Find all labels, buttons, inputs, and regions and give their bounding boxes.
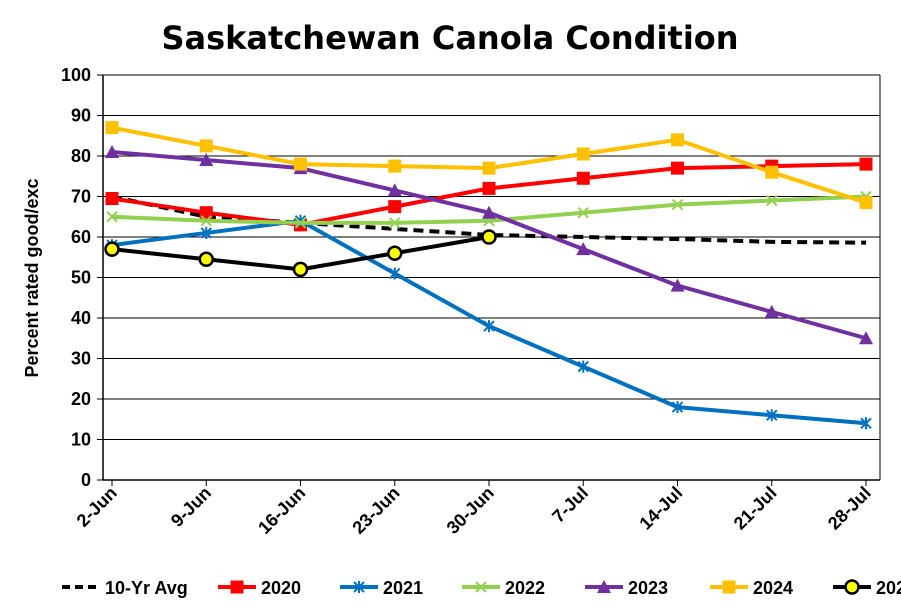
data-point-2020	[576, 171, 590, 185]
legend-entry-2025: 2025	[833, 578, 901, 598]
data-point-2022	[766, 194, 778, 207]
data-point-2024	[765, 165, 779, 179]
data-point-2024	[576, 147, 590, 161]
y-tick-label: 30	[71, 349, 91, 369]
data-point-2021	[389, 267, 401, 280]
data-point-2023	[105, 144, 119, 158]
data-point-2020	[388, 200, 402, 214]
y-tick-label: 20	[71, 389, 91, 409]
y-tick-label: 70	[71, 187, 91, 207]
data-point-2020	[859, 157, 873, 171]
x-tick-label: 16-Jun	[254, 483, 309, 538]
legend-marker	[597, 580, 611, 593]
legend-entry-2024: 2024	[710, 578, 793, 598]
data-point-2024	[199, 139, 213, 153]
legend-entry-10-yr-avg: 10-Yr Avg	[62, 578, 188, 598]
data-point-2022	[294, 217, 307, 229]
data-point-2025	[104, 241, 120, 257]
data-point-2025	[481, 229, 497, 245]
data-point-2023	[576, 242, 591, 256]
series-line-10-yr-avg	[111, 194, 867, 245]
legend-marker	[722, 580, 736, 594]
y-axis-label: Percent rated good/exc	[22, 178, 42, 377]
y-tick-label: 60	[71, 227, 91, 247]
x-tick-label: 28-Jul	[824, 483, 875, 534]
legend-entry-2020: 2020	[218, 578, 301, 598]
data-point-2024	[105, 121, 119, 135]
data-point-2020	[671, 161, 684, 175]
legend-label: 2020	[261, 578, 301, 598]
data-point-2023	[764, 304, 779, 318]
legend-marker	[230, 580, 244, 594]
x-tick-label: 30-Jun	[443, 483, 498, 538]
data-point-2024	[482, 161, 496, 175]
data-point-2023	[387, 183, 402, 197]
y-tick-label: 40	[71, 308, 91, 328]
y-tick-label: 50	[71, 268, 91, 288]
legend-label: 2025	[876, 578, 901, 598]
data-point-2024	[671, 133, 684, 147]
y-tick-label: 0	[81, 470, 91, 490]
data-point-2025	[198, 251, 214, 268]
x-tick-label: 7-Jul	[548, 483, 592, 527]
data-point-2025	[387, 245, 403, 261]
data-point-2025	[292, 261, 309, 278]
data-point-2023	[859, 331, 873, 345]
legend-label: 10-Yr Avg	[105, 578, 188, 598]
data-point-2024	[859, 196, 873, 210]
plot-area: 0 10 20 30 40 50 60 70 80 90 100 2-Jun 9-Jun 16-Jun 23…	[61, 65, 881, 538]
data-point-2020	[105, 192, 119, 206]
legend: 10-Yr Avg 2020 2021 2022 2023 2024 2025	[62, 578, 901, 598]
y-tick-label: 80	[71, 146, 91, 166]
data-point-2024	[294, 157, 307, 171]
data-point-2021	[200, 226, 212, 239]
data-point-2024	[388, 159, 402, 173]
x-tick-label: 14-Jul	[635, 483, 686, 534]
data-point-2021	[860, 417, 872, 430]
legend-label: 2023	[628, 578, 668, 598]
x-tick-label: 2-Jun	[73, 483, 121, 531]
data-point-2023	[670, 278, 685, 292]
y-tick-label: 90	[71, 106, 91, 126]
data-point-2023	[482, 205, 496, 219]
data-point-2021	[483, 320, 495, 333]
x-tick-label: 23-Jun	[348, 483, 403, 538]
data-point-2020	[482, 181, 496, 195]
legend-label: 2021	[383, 578, 423, 598]
data-point-2021	[766, 409, 778, 422]
data-point-2022	[671, 198, 684, 211]
y-tick-label: 10	[71, 430, 91, 450]
x-tick-label: 21-Jul	[730, 483, 781, 534]
data-point-2021	[671, 401, 684, 414]
legend-entry-2022: 2022	[462, 578, 545, 598]
data-point-2023	[199, 153, 214, 167]
legend-marker	[353, 581, 365, 593]
data-point-2022	[389, 217, 401, 229]
series-line-2023	[111, 149, 867, 341]
legend-label: 2024	[753, 578, 793, 598]
y-tick-label: 100	[61, 65, 91, 85]
legend-marker	[844, 579, 860, 595]
x-tick-label: 9-Jun	[167, 483, 215, 531]
legend-entry-2023: 2023	[585, 578, 668, 598]
legend-label: 2022	[505, 578, 545, 598]
legend-marker	[475, 581, 487, 593]
data-point-2022	[106, 211, 118, 223]
data-point-2021	[577, 360, 589, 373]
data-point-2020	[199, 206, 213, 220]
data-point-2022	[200, 215, 212, 227]
data-point-2022	[577, 206, 589, 219]
chart-title: Saskatchewan Canola Condition	[161, 19, 738, 57]
legend-entry-2021: 2021	[340, 578, 423, 598]
